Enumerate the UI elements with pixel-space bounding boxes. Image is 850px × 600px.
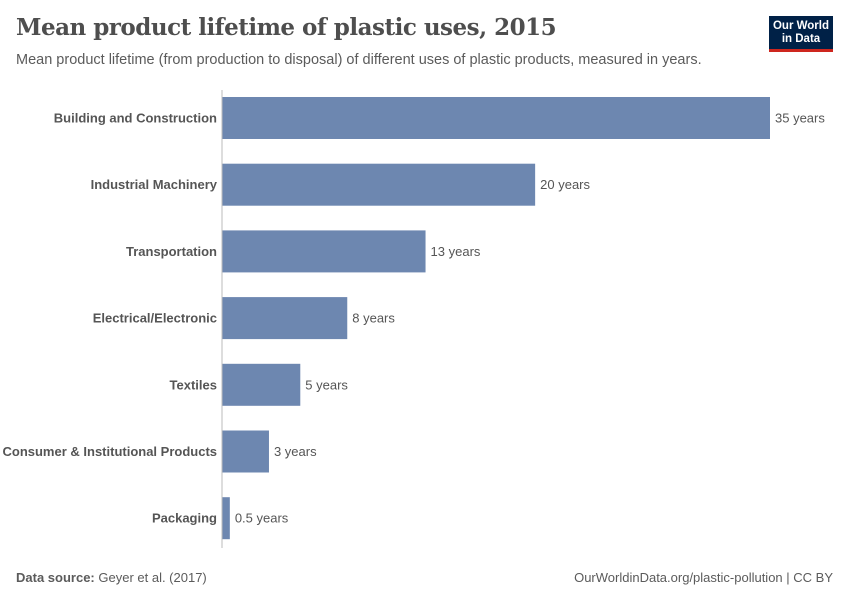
category-label: Building and Construction (54, 111, 217, 126)
category-label: Textiles (170, 377, 217, 392)
owid-logo[interactable]: Our World in Data (769, 16, 833, 52)
bar (222, 163, 536, 206)
data-label: 5 years (305, 377, 348, 392)
category-label: Transportation (126, 244, 217, 259)
chart-subtitle: Mean product lifetime (from production t… (16, 52, 702, 68)
source-label: Data source: (16, 570, 95, 585)
data-label: 0.5 years (235, 511, 289, 526)
logo-line1: Our World (772, 20, 829, 32)
data-label: 8 years (352, 311, 395, 326)
chart-title: Mean product lifetime of plastic uses, 2… (16, 14, 557, 41)
data-label: 3 years (274, 444, 317, 459)
bar (222, 230, 426, 273)
data-label: 13 years (431, 244, 481, 259)
data-label: 20 years (540, 177, 590, 192)
source-value: Geyer et al. (2017) (98, 570, 207, 585)
bar (222, 363, 301, 406)
category-label: Industrial Machinery (91, 177, 218, 192)
bar (222, 497, 230, 540)
logo-line2: in Data (781, 33, 821, 45)
category-label: Packaging (152, 511, 217, 526)
category-label: Consumer & Institutional Products (2, 444, 217, 459)
bar (222, 297, 348, 340)
bar (222, 430, 269, 473)
bar (222, 97, 770, 139)
data-label: 35 years (775, 111, 825, 126)
source-link[interactable]: OurWorldinData.org/plastic-pollution | C… (574, 570, 833, 585)
logo-accent-bar (769, 49, 833, 52)
data-source: Data source: Geyer et al. (2017) (16, 570, 207, 585)
category-label: Electrical/Electronic (93, 311, 217, 326)
